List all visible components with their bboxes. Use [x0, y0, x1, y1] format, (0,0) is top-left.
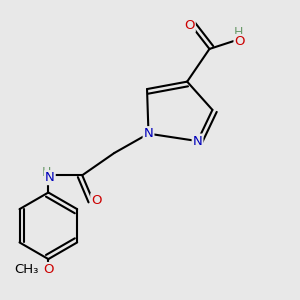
Text: H: H	[42, 167, 52, 179]
Text: O: O	[91, 194, 102, 207]
Text: O: O	[235, 35, 245, 48]
Text: O: O	[184, 19, 195, 32]
Text: CH₃: CH₃	[14, 263, 38, 276]
Text: N: N	[45, 171, 55, 184]
Text: H: H	[234, 26, 243, 39]
Text: N: N	[193, 135, 202, 148]
Text: O: O	[44, 263, 54, 276]
Text: N: N	[144, 127, 153, 140]
